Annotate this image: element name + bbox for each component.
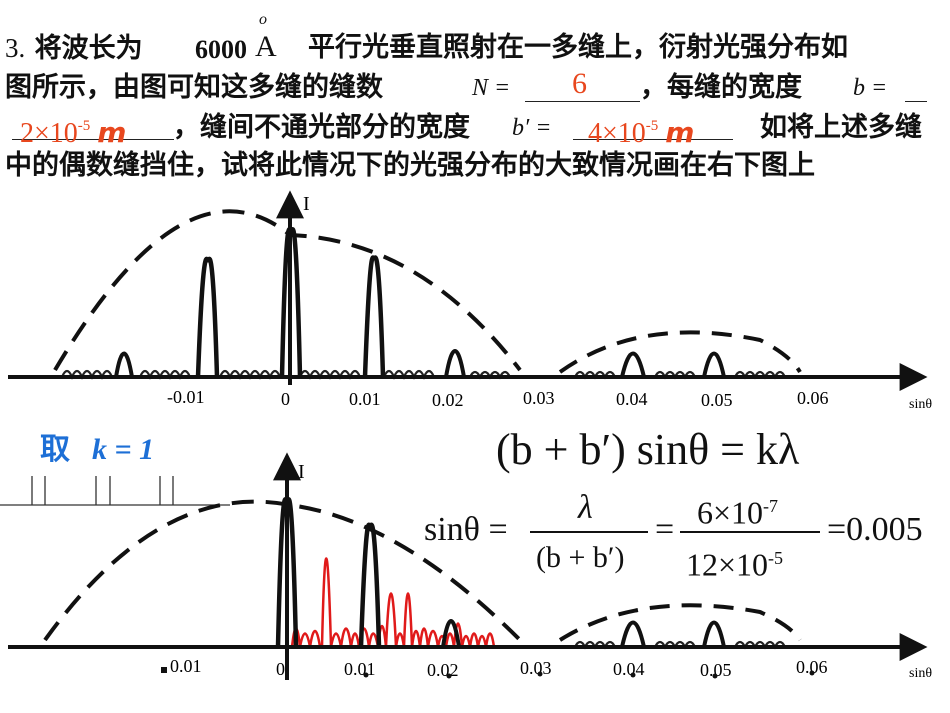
bottom-tick-label: 0.02 [427, 660, 459, 680]
question-line2-mid: ，每缝的宽度 [640, 72, 802, 103]
top-principal-peak-minus1 [195, 256, 220, 378]
question-line1-post: 平行光垂直照射在一多缝上，衍射光强分布如 [308, 32, 848, 63]
numerator-value: 6×10-7 [697, 486, 778, 533]
bprime-answer-exponent: -5 [645, 118, 659, 134]
top-tick-label: 0.02 [432, 390, 464, 410]
N-label: N = [472, 75, 511, 101]
bottom-principal-peak-plus1 [358, 522, 382, 648]
angstrom-unit: A [255, 30, 277, 63]
top-tick-label: -0.01 [167, 387, 205, 407]
bprime-answer-mantissa: 4×10 [588, 118, 646, 149]
bottom-principal-peak-4 [620, 620, 646, 648]
bprime-blank [573, 139, 733, 140]
question-line3-mid: ，缝间不通光部分的宽度 [173, 112, 470, 143]
b-answer-exponent: -5 [77, 118, 91, 134]
bottom-tick-label: 0 [276, 659, 285, 679]
top-principal-peak-plus1 [362, 255, 386, 378]
top-tick-label: 0 [281, 389, 290, 409]
bottom-red-intensity-curve [290, 557, 496, 649]
take-label: 取 [40, 432, 70, 467]
bbp-denominator: (b + b′) [536, 541, 625, 574]
top-principal-peak-5 [702, 351, 726, 378]
b-blank-end [905, 101, 927, 102]
bprime-answer-unit: m [665, 116, 695, 149]
question-line2-pre: 图所示，由图可知这多缝的缝数 [5, 72, 383, 103]
bottom-tick-dots [363, 670, 815, 679]
take-k-annotation: 取 k = 1 [40, 424, 154, 468]
top-tick-label: 0.04 [616, 389, 648, 409]
top-tick-label: 0.06 [797, 388, 829, 408]
question-number: 3. [5, 33, 26, 63]
bottom-tick-marker [161, 667, 167, 673]
lambda-numerator: λ [578, 489, 593, 526]
b-blank [12, 139, 174, 140]
graph-bottom: I sinθ 0.01 0 0.01 0.02 0.03 0.04 0.05 0… [8, 452, 932, 681]
numerator-mantissa: 6×10 [697, 494, 764, 531]
k-equals: k = 1 [92, 433, 155, 466]
bottom-tick-label: 0.03 [520, 658, 552, 678]
N-blank [525, 101, 640, 102]
bottom-y-label: I [298, 461, 305, 483]
top-x-label: sinθ [909, 397, 932, 412]
top-envelope-second-order [558, 330, 802, 374]
top-principal-peak-4 [620, 351, 646, 378]
question-line3-post: 如将上述多缝 [760, 112, 922, 143]
top-y-label: I [303, 193, 310, 215]
angstrom-ring: o [259, 11, 267, 28]
bprime-label: b′ = [512, 115, 552, 141]
denominator-mantissa: 12×10 [686, 546, 769, 583]
bottom-tick-label: 0.01 [170, 656, 202, 676]
result-value: =0.005 [827, 511, 923, 548]
bprime-answer: 4×10-5 m [588, 110, 694, 150]
b-label: b = [853, 75, 888, 101]
slit-sketch [0, 476, 230, 506]
numerator-exponent: -7 [763, 496, 779, 516]
bottom-tick-label: 0.06 [796, 657, 828, 677]
b-answer-mantissa: 2×10 [20, 118, 78, 149]
N-answer: 6 [572, 67, 587, 100]
bottom-tick-label: 0.04 [613, 659, 645, 679]
bottom-envelope-second-order [558, 603, 802, 642]
bottom-principal-peak-plus2 [441, 619, 461, 648]
wavelength-value: 6000 [195, 35, 247, 64]
top-tick-label: 0.05 [701, 390, 733, 410]
graph-top: I sinθ -0.01 0 0.01 0.02 0.03 0.04 0.05 … [8, 190, 932, 412]
question-line1-pre: 将波长为 [34, 33, 143, 64]
question-line-1: 3. 将波长为 [5, 32, 143, 65]
b-answer: 2×10-5 m [20, 110, 126, 150]
bottom-tick-label: 0.05 [700, 660, 732, 680]
question-line-4: 中的偶数缝挡住，试将此情况下的光强分布的大致情况画在右下图上 [5, 150, 815, 181]
top-tick-label: 0.03 [523, 388, 555, 408]
b-answer-unit: m [97, 116, 127, 149]
equals-sign: = [655, 511, 675, 548]
top-principal-peak-plus2 [444, 349, 466, 378]
bottom-x-label: sinθ [909, 666, 932, 681]
denominator-value: 12×10-5 [686, 538, 783, 585]
grating-equation: (b + b′) sinθ = kλ [496, 425, 800, 474]
bottom-tick-label: 0.01 [344, 659, 376, 679]
top-tick-label: 0.01 [349, 389, 381, 409]
sin-lhs: sinθ = [424, 511, 508, 548]
bottom-principal-peak-5 [702, 620, 726, 648]
top-principal-peak-minus2 [114, 351, 134, 378]
bottom-envelope-dashed [43, 499, 522, 642]
denominator-exponent: -5 [768, 548, 784, 568]
